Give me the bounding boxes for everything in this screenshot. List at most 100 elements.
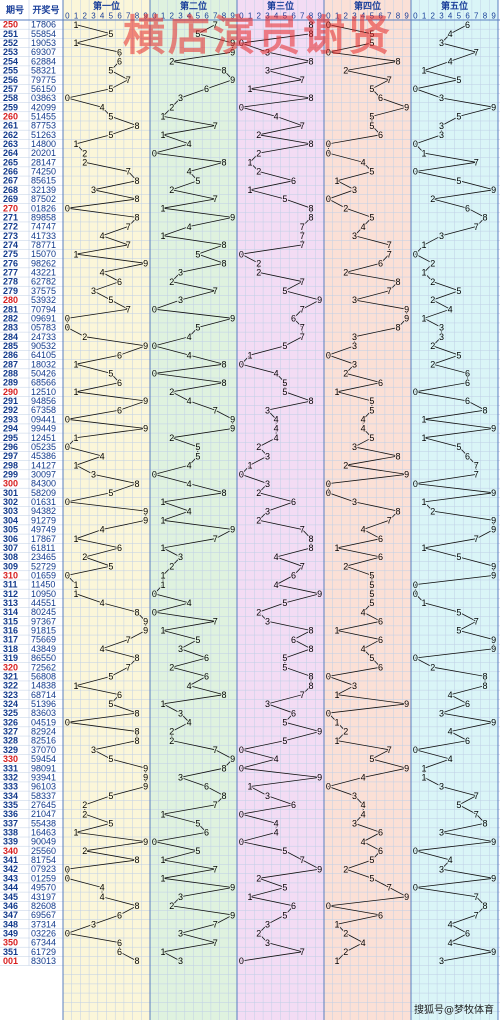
draw-number: 55438	[31, 818, 56, 828]
digit-mark: 6	[117, 947, 122, 957]
trend-line-2	[152, 24, 235, 962]
digit-mark: 4	[187, 167, 192, 177]
digit-mark: 9	[230, 75, 235, 85]
digit-mark: 6	[378, 635, 383, 645]
period-label: 343	[3, 873, 18, 883]
digit-mark: 1	[161, 203, 166, 213]
draw-number: 68714	[31, 690, 56, 700]
digit-mark: 8	[395, 506, 400, 516]
digit-mark: 6	[291, 708, 296, 718]
draw-number: 03226	[31, 929, 56, 939]
digit-mark: 4	[274, 818, 279, 828]
digit-mark: 2	[82, 800, 87, 810]
digit-mark: 7	[300, 561, 305, 571]
digit-mark: 3	[439, 121, 444, 131]
digit-mark: 5	[108, 672, 113, 682]
draw-number: 14800	[31, 139, 56, 149]
draw-number: 84300	[31, 479, 56, 489]
digit-mark: 7	[300, 323, 305, 333]
digit-mark: 1	[161, 809, 166, 819]
digit-mark: 3	[352, 791, 357, 801]
period-label: 298	[3, 460, 18, 470]
digit-mark: 3	[265, 451, 270, 461]
draw-number: 25560	[31, 846, 56, 856]
digit-mark: 2	[430, 341, 435, 351]
digit-mark: 4	[100, 451, 105, 461]
digit-mark: 0	[326, 47, 331, 57]
digit-mark: 6	[378, 910, 383, 920]
draw-number: 83603	[31, 708, 56, 718]
digit-mark: 0	[65, 314, 70, 324]
draw-number: 23465	[31, 552, 56, 562]
digit-mark: 5	[108, 84, 113, 94]
period-label: 312	[3, 589, 18, 599]
digit-mark: 8	[134, 855, 139, 865]
digit-mark: 9	[230, 38, 235, 48]
digit-mark: 6	[117, 543, 122, 553]
digit-mark: 3	[91, 185, 96, 195]
digit-header: 1	[248, 12, 253, 21]
period-label: 303	[3, 506, 18, 516]
digit-mark: 5	[195, 249, 200, 259]
digit-mark: 5	[369, 405, 374, 415]
digit-mark: 5	[369, 213, 374, 223]
digit-header: 5	[283, 12, 288, 21]
digit-mark: 4	[100, 644, 105, 654]
digit-mark: 5	[282, 378, 287, 388]
period-label: 278	[3, 277, 18, 287]
digit-mark: 8	[395, 451, 400, 461]
digit-mark: 7	[213, 745, 218, 755]
digit-mark: 9	[143, 773, 148, 783]
draw-number: 87753	[31, 121, 56, 131]
digit-mark: 9	[317, 773, 322, 783]
digit-mark: 1	[161, 516, 166, 526]
digit-mark: 2	[343, 268, 348, 278]
period-label: 302	[3, 497, 18, 507]
digit-mark: 9	[143, 837, 148, 847]
digit-header: 0	[326, 12, 331, 21]
period-label: 276	[3, 258, 18, 268]
digit-mark: 7	[126, 240, 131, 250]
digit-mark: 9	[491, 717, 496, 727]
digit-mark: 6	[378, 130, 383, 140]
digit-mark: 8	[395, 277, 400, 287]
digit-header: 9	[230, 12, 235, 21]
period-label: 331	[3, 763, 18, 773]
period-header: 期号	[6, 4, 24, 15]
digit-mark: 5	[195, 323, 200, 333]
digit-mark: 9	[143, 424, 148, 434]
credit-text: 搜狐号@梦牧体育	[414, 1005, 494, 1016]
period-label: 252	[3, 38, 18, 48]
digit-mark: 5	[369, 589, 374, 599]
digit-mark: 3	[352, 341, 357, 351]
period-label: 295	[3, 433, 18, 443]
digit-mark: 0	[152, 470, 157, 480]
digit-mark: 8	[134, 708, 139, 718]
digit-mark: 3	[265, 699, 270, 709]
digit-mark: 2	[256, 148, 261, 158]
digit-header: 1	[422, 12, 427, 21]
digit-mark: 9	[143, 516, 148, 526]
period-label: 293	[3, 414, 18, 424]
position-header-4: 第四位	[354, 0, 381, 11]
digit-mark: 7	[387, 286, 392, 296]
digit-mark: 9	[230, 754, 235, 764]
digit-mark: 4	[100, 102, 105, 112]
period-label: 342	[3, 864, 18, 874]
period-label: 271	[3, 212, 18, 222]
digit-header: 4	[100, 12, 105, 21]
digit-mark: 4	[187, 479, 192, 489]
digit-mark: 3	[439, 38, 444, 48]
digit-mark: 5	[282, 736, 287, 746]
digit-mark: 0	[413, 589, 418, 599]
digit-mark: 8	[482, 681, 487, 691]
draw-number: 74747	[31, 222, 56, 232]
digit-mark: 4	[187, 350, 192, 360]
digit-mark: 0	[326, 20, 331, 30]
draw-number: 09441	[31, 414, 56, 424]
digit-mark: 5	[108, 66, 113, 76]
digit-mark: 5	[282, 387, 287, 397]
digit-mark: 7	[387, 745, 392, 755]
digit-mark: 1	[248, 892, 253, 902]
digit-mark: 5	[369, 754, 374, 764]
